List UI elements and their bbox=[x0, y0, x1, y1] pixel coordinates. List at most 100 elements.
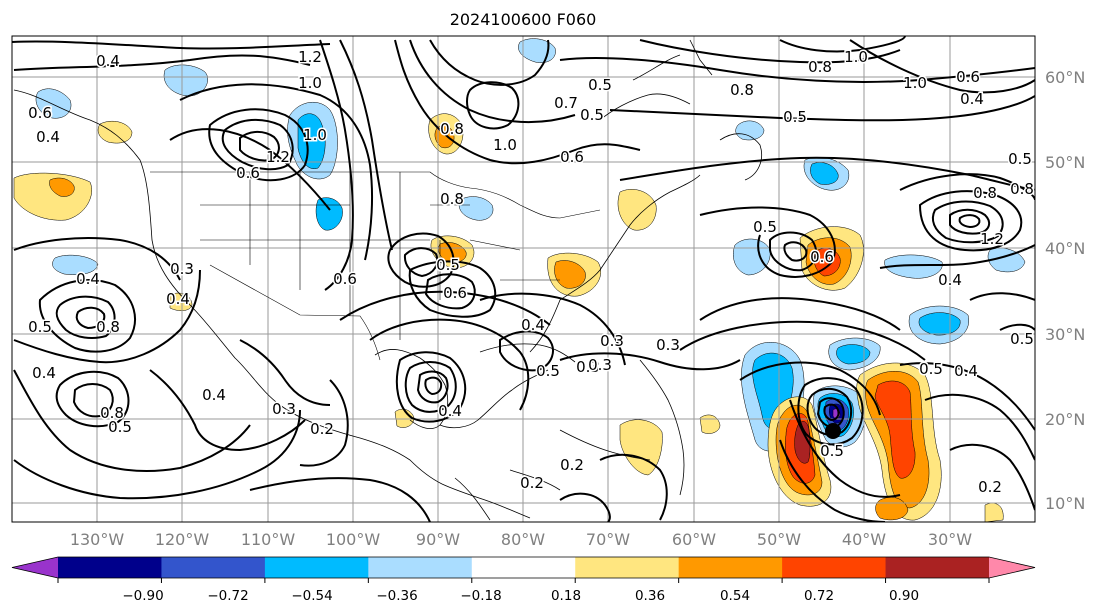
contour-label: 0.3 bbox=[656, 336, 680, 354]
colorbar-tick-label: −0.54 bbox=[291, 588, 332, 604]
contour-label: 0.4 bbox=[954, 362, 978, 380]
colorbar-segment bbox=[678, 557, 783, 578]
contour-label: 0.8 bbox=[973, 184, 997, 202]
contour-label: 0.5 bbox=[1010, 330, 1034, 348]
storm-center-marker bbox=[825, 423, 841, 439]
contour-label: 0.4 bbox=[166, 290, 190, 308]
contour-label: 0.4 bbox=[521, 316, 545, 334]
contour-label: 0.5 bbox=[783, 108, 807, 126]
contour-label: 0.5 bbox=[588, 76, 612, 94]
contour-label: 0.8 bbox=[440, 120, 464, 138]
lat-label: 50°N bbox=[1045, 153, 1085, 172]
longitude-labels: 130°W 120°W 110°W 100°W 90°W 80°W 70°W 6… bbox=[70, 530, 972, 549]
lat-label: 20°N bbox=[1045, 410, 1085, 429]
contour-labels: 0.4 1.2 1.0 0.8 0.5 0.7 1.0 1.0 0.8 0.6 … bbox=[27, 47, 1035, 498]
lon-label: 80°W bbox=[501, 530, 545, 549]
contour-label: 0.2 bbox=[520, 474, 544, 492]
colorbar-segment bbox=[471, 557, 576, 578]
contour-label: 0.6 bbox=[443, 284, 467, 302]
lon-label: 30°W bbox=[928, 530, 972, 549]
colorbar-tick-label: −0.90 bbox=[122, 588, 163, 604]
colorbar-segment bbox=[782, 557, 887, 578]
lon-label: 50°W bbox=[757, 530, 801, 549]
contour-label: 1.2 bbox=[266, 148, 290, 166]
contour-label: 0.5 bbox=[820, 442, 844, 460]
lat-label: 30°N bbox=[1045, 325, 1085, 344]
contour-label: 1.0 bbox=[844, 48, 868, 66]
contour-label: 0.8 bbox=[96, 318, 120, 336]
contour-label: 0.2 bbox=[560, 456, 584, 474]
contour-label: 1.2 bbox=[980, 230, 1004, 248]
colorbar-segment bbox=[368, 557, 473, 578]
contour-label: 0.8 bbox=[730, 81, 754, 99]
lon-label: 70°W bbox=[586, 530, 630, 549]
colorbar-tick-label: −0.18 bbox=[460, 588, 501, 604]
lon-label: 130°W bbox=[70, 530, 125, 549]
colorbar-segment bbox=[58, 557, 162, 578]
colorbar-tick-label: 0.54 bbox=[720, 588, 750, 604]
colorbar-segment bbox=[575, 557, 680, 578]
colorbar-tick-label: −0.36 bbox=[376, 588, 417, 604]
colorbar-segment bbox=[885, 557, 990, 578]
contour-label: 0.6 bbox=[236, 164, 260, 182]
colorbar-tick-label: 0.90 bbox=[889, 588, 919, 604]
lon-label: 100°W bbox=[326, 530, 381, 549]
contour-label: 0.4 bbox=[76, 270, 100, 288]
map-panel: 0.4 1.2 1.0 0.8 0.5 0.7 1.0 1.0 0.8 0.6 … bbox=[12, 36, 1035, 522]
contour-label: 0.4 bbox=[202, 386, 226, 404]
colorbar-tick-labels: −0.90 −0.72 −0.54 −0.36 −0.18 0.18 0.36 … bbox=[122, 588, 919, 604]
contour-label: 0.8 bbox=[1010, 180, 1034, 198]
contour-label: 0.6 bbox=[560, 148, 584, 166]
contour-label: 0.3 bbox=[600, 332, 624, 350]
colorbar-segment bbox=[161, 557, 266, 578]
contour-label: 0.3 bbox=[588, 356, 612, 374]
contour-label: 1.0 bbox=[303, 126, 327, 144]
contour-label: 0.6 bbox=[28, 104, 52, 122]
contour-label: 0.6 bbox=[956, 68, 980, 86]
shaded-fields bbox=[13, 38, 1026, 522]
lon-label: 60°W bbox=[672, 530, 716, 549]
colorbar-tick-label: −0.72 bbox=[207, 588, 248, 604]
contour-label: 0.5 bbox=[753, 218, 777, 236]
graticule bbox=[12, 36, 1035, 522]
contour-label: 0.8 bbox=[440, 190, 464, 208]
political-borders bbox=[150, 171, 601, 361]
contour-label: 0.4 bbox=[32, 364, 56, 382]
latitude-labels: 60°N 50°N 40°N 30°N 20°N 10°N bbox=[1045, 68, 1085, 513]
contour-label: 0.5 bbox=[580, 106, 604, 124]
contour-label: 0.5 bbox=[1008, 150, 1032, 168]
contour-label: 0.5 bbox=[919, 360, 943, 378]
contour-lines bbox=[12, 36, 1035, 522]
map-title: 2024100600 F060 bbox=[450, 10, 597, 29]
contour-label: 0.8 bbox=[100, 404, 124, 422]
contour-label: 0.6 bbox=[333, 270, 357, 288]
colorbar-tick-label: 0.72 bbox=[804, 588, 834, 604]
contour-label: 0.6 bbox=[810, 248, 834, 266]
contour-label: 0.5 bbox=[28, 318, 52, 336]
contour-label: 0.3 bbox=[576, 358, 600, 376]
lat-label: 40°N bbox=[1045, 239, 1085, 258]
contour-label: 0.5 bbox=[536, 362, 560, 380]
lat-label: 60°N bbox=[1045, 68, 1085, 87]
map-frame bbox=[11, 35, 1036, 523]
lon-label: 110°W bbox=[241, 530, 296, 549]
lat-label: 10°N bbox=[1045, 494, 1085, 513]
lon-label: 120°W bbox=[155, 530, 210, 549]
colorbar-segment bbox=[264, 557, 369, 578]
contour-label: 0.4 bbox=[438, 402, 462, 420]
lon-label: 40°W bbox=[842, 530, 886, 549]
contour-label: 0.2 bbox=[978, 478, 1002, 496]
contour-label: 0.5 bbox=[108, 418, 132, 436]
colorbar-extend-high bbox=[989, 557, 1035, 578]
contour-label: 1.0 bbox=[298, 74, 322, 92]
contour-label: 0.5 bbox=[436, 256, 460, 274]
contour-label: 0.4 bbox=[36, 128, 60, 146]
contour-label: 0.7 bbox=[554, 94, 578, 112]
colorbar-tick-label: 0.36 bbox=[635, 588, 665, 604]
contour-label: 1.0 bbox=[493, 136, 517, 154]
contour-label: 0.4 bbox=[960, 90, 984, 108]
lon-label: 90°W bbox=[416, 530, 460, 549]
contour-label: 0.8 bbox=[808, 58, 832, 76]
colorbar bbox=[11, 556, 1036, 583]
